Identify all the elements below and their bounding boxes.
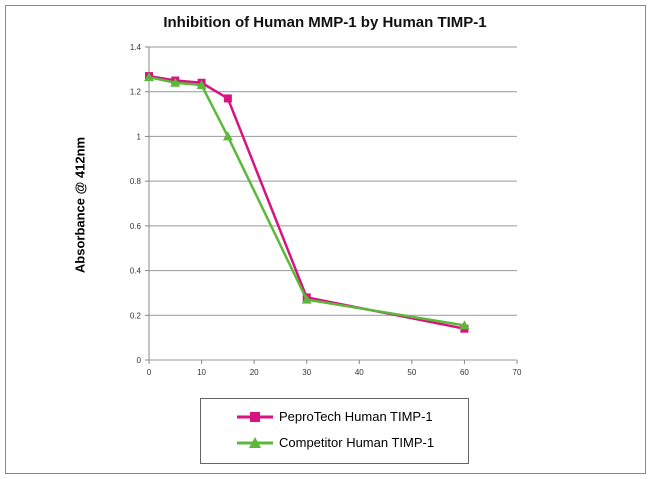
x-tick-label: 60 [460, 368, 469, 377]
x-tick-label: 50 [407, 368, 416, 377]
data-point-triangle [144, 72, 154, 82]
data-point-triangle [196, 80, 207, 90]
x-tick-label: 20 [250, 368, 259, 377]
legend-marker-triangle-icon [237, 436, 273, 448]
legend-label: Competitor Human TIMP-1 [279, 435, 435, 450]
legend-item-peprotech: PeproTech Human TIMP-1 [237, 409, 433, 424]
x-tick-label: 30 [302, 368, 311, 377]
data-point-triangle [222, 131, 233, 141]
legend-label: PeproTech Human TIMP-1 [279, 409, 433, 424]
y-tick-label: 1 [137, 132, 142, 141]
x-tick-label: 70 [513, 368, 522, 377]
series-line-0 [148, 74, 465, 330]
x-tick-label: 10 [197, 368, 206, 377]
y-tick-label: 1.4 [130, 43, 142, 52]
y-tick-label: 0.6 [130, 222, 142, 231]
legend: PeproTech Human TIMP-1 Competitor Human … [200, 398, 469, 464]
x-tick-label: 40 [355, 368, 364, 377]
series-line-1 [148, 75, 465, 327]
y-tick-label: 0 [137, 356, 142, 365]
chart-frame [5, 5, 646, 474]
legend-item-competitor: Competitor Human TIMP-1 [237, 435, 434, 450]
y-tick-label: 0.4 [130, 267, 142, 276]
y-tick-label: 1.2 [130, 88, 142, 97]
data-point-triangle [459, 320, 470, 330]
y-tick-label: 0.8 [130, 177, 142, 186]
data-point-triangle [170, 77, 181, 87]
legend-marker-square-icon [237, 411, 273, 422]
chart-title: Inhibition of Human MMP-1 by Human TIMP-… [163, 14, 487, 31]
x-tick-label: 0 [147, 368, 152, 377]
y-tick-label: 0.2 [130, 311, 142, 320]
data-point-square [223, 94, 232, 103]
data-point-triangle [301, 294, 312, 304]
